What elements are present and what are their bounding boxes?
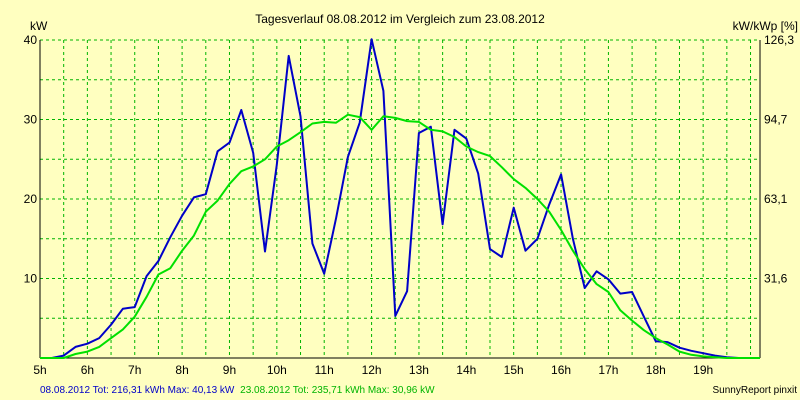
x-tick-label: 10h (267, 363, 287, 377)
y-tick-label-left: 30 (24, 113, 38, 127)
axes (39, 40, 761, 359)
y-tick-label-right: 31,6 (764, 272, 788, 286)
x-tick-label: 18h (646, 363, 666, 377)
y-tick-label-right: 94,7 (764, 113, 788, 127)
grid-lines (40, 39, 760, 358)
y-tick-label-right: 126,3 (764, 33, 794, 47)
credit-text: SunnyReport pinxit (713, 385, 798, 396)
footer: 08.08.2012 Tot: 216,31 kWh Max: 40,13 kW… (40, 385, 797, 396)
x-tick-label: 8h (175, 363, 188, 377)
y-tick-label-left: 20 (24, 192, 38, 206)
series-group (40, 38, 760, 359)
x-tick-label: 12h (362, 363, 382, 377)
labels-group: Tagesverlauf 08.08.2012 im Vergleich zum… (24, 12, 798, 377)
y-axis-right-label: kW/kWp [%] (733, 19, 798, 33)
x-tick-label: 15h (504, 363, 524, 377)
x-tick-label: 6h (81, 363, 94, 377)
series1-summary: 08.08.2012 Tot: 216,31 kWh Max: 40,13 kW (40, 385, 235, 396)
y-axis-left-label: kW (30, 19, 48, 33)
series2-summary: 23.08.2012 Tot: 235,71 kWh Max: 30,96 kW (240, 385, 435, 396)
x-tick-label: 9h (223, 363, 236, 377)
chart-title: Tagesverlauf 08.08.2012 im Vergleich zum… (255, 12, 545, 26)
y-tick-label-right: 63,1 (764, 192, 788, 206)
x-tick-label: 14h (456, 363, 476, 377)
series-line-2 (40, 113, 760, 359)
y-tick-label-left: 10 (24, 272, 38, 286)
x-tick-label: 11h (315, 363, 334, 377)
x-tick-label: 19h (693, 363, 713, 377)
x-tick-label: 5h (33, 363, 46, 377)
footer-summary: 08.08.2012 Tot: 216,31 kWh Max: 40,13 kW… (40, 385, 435, 396)
x-tick-label: 13h (409, 363, 429, 377)
y-tick-label-left: 40 (24, 33, 38, 47)
x-tick-label: 7h (128, 363, 141, 377)
series-line-1 (40, 38, 760, 359)
x-tick-label: 16h (551, 363, 571, 377)
x-tick-label: 17h (598, 363, 618, 377)
